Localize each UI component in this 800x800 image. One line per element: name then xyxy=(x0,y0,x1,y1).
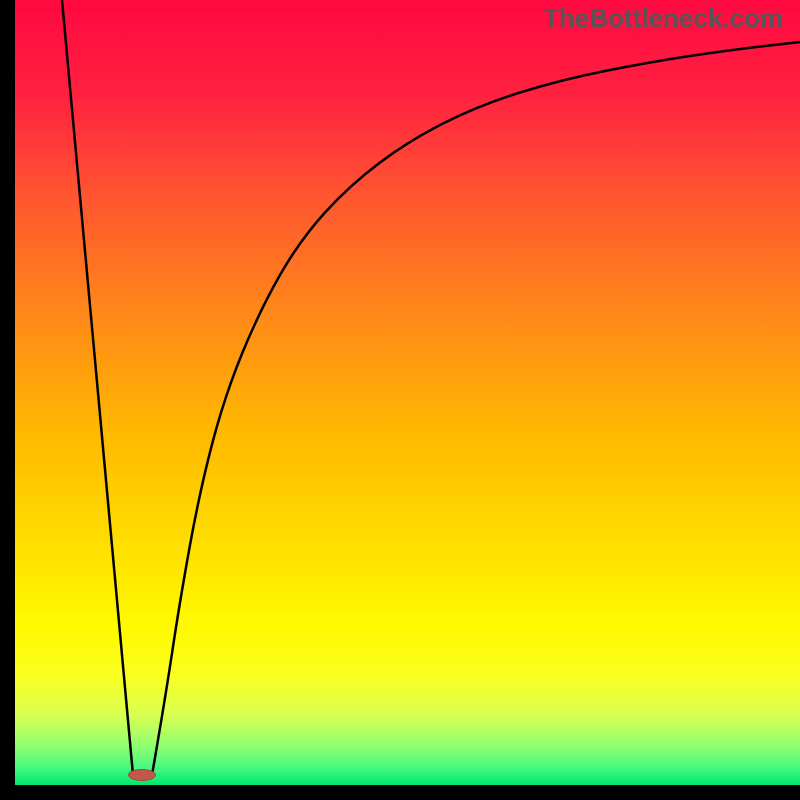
curve-left-branch xyxy=(62,0,133,775)
minimum-marker xyxy=(128,769,156,781)
plot-area xyxy=(15,0,800,785)
curve-right-branch xyxy=(152,42,800,775)
bottleneck-curve xyxy=(15,0,800,785)
watermark-text: TheBottleneck.com xyxy=(543,3,783,34)
